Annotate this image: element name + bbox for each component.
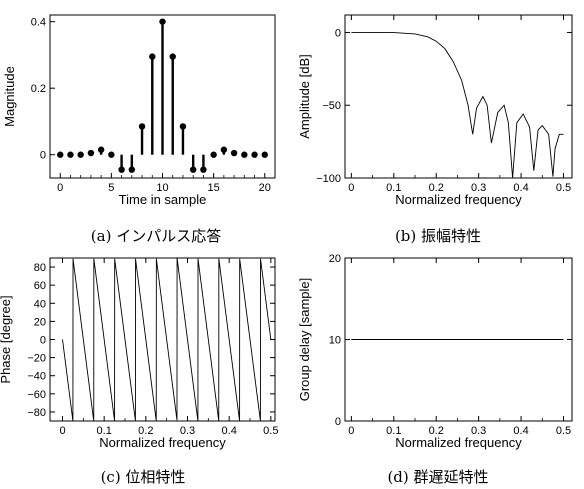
y-tick-label: 60	[34, 280, 46, 292]
y-tick-label: 0.4	[31, 17, 46, 29]
x-tick-label: 0.2	[138, 425, 153, 437]
stem-marker	[169, 53, 176, 60]
stem-marker	[77, 151, 84, 158]
y-tick-label: 0	[335, 416, 341, 428]
stem-marker	[67, 151, 74, 158]
stem-marker	[87, 149, 95, 157]
y-tick-label: 0	[40, 335, 46, 347]
stem-marker	[210, 151, 217, 158]
x-tick-label: 0.3	[471, 425, 486, 437]
y-axis-title: Group delay [sample]	[297, 278, 312, 402]
x-tick-label: 0.1	[386, 425, 401, 437]
x-axis-title: Time in sample	[119, 192, 207, 207]
stem-marker	[220, 146, 228, 153]
chart-amplitude: 0 0.1 0.2 0.3 0.4 0.5 −100 −50 0 Normalized frequ…	[297, 14, 573, 245]
x-axis-title: Normalized frequency	[395, 435, 522, 450]
stem-marker	[230, 149, 238, 157]
stem-marker	[149, 53, 156, 60]
caption: (b) 振幅特性	[395, 227, 481, 245]
x-axis-title: Normalized frequency	[395, 192, 522, 207]
stem-marker	[108, 151, 115, 158]
y-axis-title: Amplitude [dB]	[297, 54, 312, 139]
y-tick-label: −50	[322, 100, 341, 112]
stem-marker	[159, 18, 166, 25]
stem-marker	[57, 151, 64, 158]
x-tick-label: 0.3	[180, 425, 195, 437]
y-axis-title: Magnitude	[2, 66, 17, 127]
x-tick-label: 5	[108, 182, 114, 194]
stem-marker	[241, 151, 248, 158]
x-tick-label: 0	[57, 182, 63, 194]
x-tick-label: 0.4	[513, 425, 528, 437]
x-tick-label: 0.2	[429, 182, 444, 194]
x-tick-label: 0.5	[556, 425, 571, 437]
stem-marker	[261, 151, 268, 158]
chart-group_delay: 0 0.1 0.2 0.3 0.4 0.5 0 10 20 Normalized frequenc…	[297, 253, 573, 486]
series-line	[62, 257, 272, 422]
caption: (c) 位相特性	[101, 468, 186, 486]
x-tick-label: 0.1	[97, 425, 112, 437]
x-tick-label: 0.4	[513, 182, 528, 194]
y-tick-label: −100	[316, 173, 341, 185]
x-tick-label: 15	[208, 182, 220, 194]
series-line	[351, 32, 564, 179]
x-tick-label: 0.5	[556, 182, 571, 194]
stem-marker	[200, 166, 207, 173]
y-tick-label: 0.2	[31, 83, 46, 95]
caption: (a) インパルス応答	[91, 227, 221, 245]
stem-marker	[118, 166, 125, 173]
x-tick-label: 0.2	[429, 425, 444, 437]
stem-marker	[138, 123, 146, 130]
y-tick-label: −40	[27, 371, 46, 383]
x-tick-label: 0.1	[386, 182, 401, 194]
x-tick-label: 0	[348, 425, 354, 437]
x-tick-label: 0.3	[471, 182, 486, 194]
stem-marker	[97, 146, 105, 153]
stem-marker	[128, 166, 136, 173]
y-tick-label: −80	[27, 407, 46, 419]
y-tick-label: −60	[27, 389, 46, 401]
y-tick-label: 40	[34, 298, 46, 310]
x-axis-title: Normalized frequency	[99, 435, 226, 450]
plot-frame	[344, 14, 573, 179]
y-tick-label: 20	[34, 316, 46, 328]
stem-marker	[251, 151, 258, 158]
x-tick-label: 10	[156, 182, 168, 194]
y-tick-label: −20	[27, 353, 46, 365]
y-tick-label: 0	[335, 27, 341, 39]
x-tick-label: 0	[348, 182, 354, 194]
y-tick-label: 0	[40, 150, 46, 162]
chart-phase: 0 0.1 0.2 0.3 0.4 0.5 −80 −60 −40 −20 0 20 40 60 80 Nor…	[0, 257, 278, 486]
y-tick-label: 10	[329, 335, 341, 347]
x-tick-label: 0.4	[222, 425, 237, 437]
caption: (d) 群遅延特性	[387, 468, 488, 486]
x-tick-label: 20	[259, 182, 271, 194]
y-axis-title: Phase [degree]	[0, 295, 13, 383]
stem-marker	[189, 166, 197, 173]
chart-impulse: 0 5 10 15 20 0 0.2 0.4 Time in sample Magnitude (a…	[2, 14, 276, 245]
x-tick-label: 0.5	[263, 425, 278, 437]
y-tick-label: 80	[34, 262, 46, 274]
y-tick-label: 20	[329, 253, 341, 265]
stem-marker	[179, 123, 187, 130]
x-tick-label: 0	[59, 425, 65, 437]
